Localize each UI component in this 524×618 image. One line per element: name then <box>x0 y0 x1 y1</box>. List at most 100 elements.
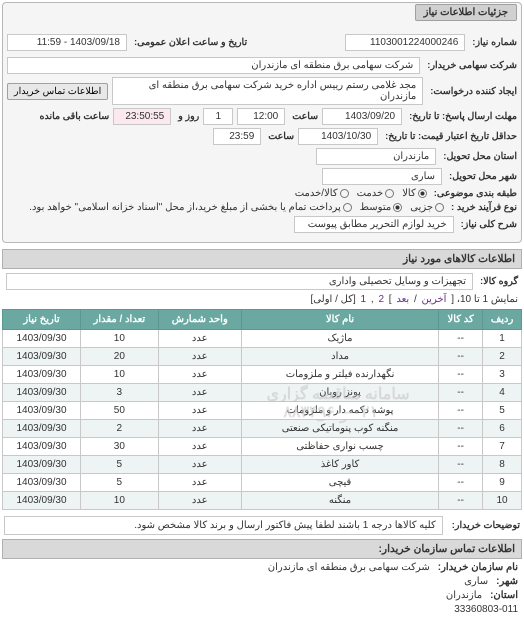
goods-group-value: تجهیزات و وسایل تحصیلی واداری <box>6 273 473 290</box>
table-cell: چسب نواری حفاظتی <box>241 438 438 456</box>
buyer-label: شرکت سهامی خریدار: <box>427 60 517 71</box>
req-no-label: شماره نیاز: <box>472 37 517 48</box>
province-value: مازندران <box>316 148 436 165</box>
subject-radio-group: کالا خدمت کالا/خدمت <box>295 188 427 199</box>
details-panel: جزئیات اطلاعات نیاز شماره نیاز: 11030012… <box>2 2 522 243</box>
requester-label: ایجاد کننده درخواست: <box>430 86 517 97</box>
table-row: 10--منگنهعدد101403/09/30 <box>3 492 522 510</box>
radio-icon <box>340 189 349 198</box>
table-row: 5--پوشه دکمه دار و ملزومات۰۲۱–۸۸۳۴۹۶۰عدد… <box>3 402 522 420</box>
table-cell: -- <box>439 384 483 402</box>
table-cell: عدد <box>158 348 241 366</box>
deadline-label: مهلت ارسال پاسخ: تا تاریخ: <box>409 111 517 122</box>
remain-days: 1 <box>203 108 233 125</box>
req-no-value: 1103001224000246 <box>345 34 465 51</box>
table-cell: پونز روبانسامانه مناقصه گزاری آموندی <box>241 384 438 402</box>
table-body: 1--ماژیکعدد101403/09/302--مدادعدد201403/… <box>3 330 522 510</box>
subject-option-kala[interactable]: کالا <box>402 188 427 199</box>
col-name: نام کالا <box>241 310 438 330</box>
remain-time: 23:50:55 <box>113 108 171 125</box>
table-cell: 10 <box>81 330 159 348</box>
pager-page-1[interactable]: 1 <box>361 294 367 305</box>
remain-days-label: روز و <box>178 111 199 122</box>
org-name-label: نام سازمان خریدار: <box>438 562 518 573</box>
need-title-value: خرید لوازم التحریر مطابق پیوست <box>294 216 454 233</box>
table-cell: عدد <box>158 366 241 384</box>
subject-option-kala-label: کالا <box>402 188 416 199</box>
table-cell: 10 <box>483 492 522 510</box>
table-cell: عدد <box>158 492 241 510</box>
pager-next[interactable]: بعد <box>396 294 409 305</box>
table-header-row: ردیف کد کالا نام کالا واحد شمارش تعداد /… <box>3 310 522 330</box>
table-cell: -- <box>439 366 483 384</box>
col-row: ردیف <box>483 310 522 330</box>
table-cell: 8 <box>483 456 522 474</box>
table-cell: عدد <box>158 438 241 456</box>
table-cell: 7 <box>483 438 522 456</box>
buyer-contact-button[interactable]: اطلاعات تماس خریدار <box>7 83 108 100</box>
table-cell: -- <box>439 456 483 474</box>
province-label: استان محل تحویل: <box>443 151 517 162</box>
table-cell: عدد <box>158 474 241 492</box>
table-cell: 1403/09/30 <box>3 492 81 510</box>
buy-option-minor[interactable]: جزیی <box>410 202 444 213</box>
subject-group-label: طبقه بندی موضوعی: <box>434 188 517 199</box>
table-cell: -- <box>439 420 483 438</box>
announce-value: 1403/09/18 - 11:59 <box>7 34 127 51</box>
org-info-block: نام سازمان خریدار: شرکت سهامی برق منطقه … <box>6 562 518 615</box>
table-row: 8--کاور کاغذعدد51403/09/30 <box>3 456 522 474</box>
table-cell: 6 <box>483 420 522 438</box>
table-cell: کاور کاغذ <box>241 456 438 474</box>
radio-icon <box>435 203 444 212</box>
table-cell: -- <box>439 474 483 492</box>
table-cell: 5 <box>81 456 159 474</box>
pager-page-2[interactable]: 2 <box>378 294 384 305</box>
table-cell: 20 <box>81 348 159 366</box>
org-name-value: شرکت سهامی برق منطقه ای مازندران <box>268 562 430 573</box>
table-cell: 50 <box>81 402 159 420</box>
pager-tail: [کل / اولی] <box>311 294 356 305</box>
table-cell: 1403/09/30 <box>3 366 81 384</box>
table-row: 1--ماژیکعدد101403/09/30 <box>3 330 522 348</box>
requester-value: مجد غلامی رستم رییس اداره خرید شرکت سهام… <box>112 77 423 105</box>
buyer-notes-row: توضیحات خریدار: کلیه کالاها درجه 1 باشند… <box>4 516 520 535</box>
table-cell: 5 <box>483 402 522 420</box>
table-cell: 10 <box>81 492 159 510</box>
org-province-value: مازندران <box>446 590 482 601</box>
table-cell: -- <box>439 438 483 456</box>
buy-option-minor-label: جزیی <box>410 202 433 213</box>
radio-icon <box>343 203 352 212</box>
valid-time-label: ساعت <box>268 131 294 142</box>
buy-option-medium[interactable]: متوسط <box>360 202 402 213</box>
table-cell: عدد <box>158 420 241 438</box>
org-city-value: ساری <box>464 576 488 587</box>
pager-text: نمایش 1 تا 10، [ <box>451 294 518 305</box>
subject-option-both[interactable]: کالا/خدمت <box>295 188 349 199</box>
radio-icon <box>418 189 427 198</box>
pager-last[interactable]: آخرین <box>422 294 447 305</box>
buy-option-treasury[interactable]: پرداخت تمام یا بخشی از مبلغ خرید،از محل … <box>29 202 352 213</box>
table-row: 4--پونز روبانسامانه مناقصه گزاری آموندیع… <box>3 384 522 402</box>
table-cell: -- <box>439 348 483 366</box>
table-cell: 3 <box>483 366 522 384</box>
subject-option-khedmat[interactable]: خدمت <box>357 188 395 199</box>
table-cell: پوشه دکمه دار و ملزومات۰۲۱–۸۸۳۴۹۶۰ <box>241 402 438 420</box>
table-cell: 30 <box>81 438 159 456</box>
valid-date: 1403/10/30 <box>298 128 378 145</box>
pager-comma: , <box>371 294 374 305</box>
org-city-label: شهر: <box>496 576 518 587</box>
table-cell: 9 <box>483 474 522 492</box>
table-cell: 1403/09/30 <box>3 402 81 420</box>
table-row: 9--قیچیعدد51403/09/30 <box>3 474 522 492</box>
table-row: 3--نگهدارنده فیلتر و ملزوماتعدد101403/09… <box>3 366 522 384</box>
panel-title: جزئیات اطلاعات نیاز <box>415 4 517 21</box>
table-cell: قیچی <box>241 474 438 492</box>
col-unit: واحد شمارش <box>158 310 241 330</box>
row-req-and-announce: شماره نیاز: 1103001224000246 تاریخ و ساع… <box>7 31 517 54</box>
table-row: 2--مدادعدد201403/09/30 <box>3 348 522 366</box>
table-cell: منگنه <box>241 492 438 510</box>
table-row: 7--چسب نواری حفاظتیعدد301403/09/30 <box>3 438 522 456</box>
table-cell: ماژیک <box>241 330 438 348</box>
table-cell: 1403/09/30 <box>3 330 81 348</box>
buyer-value: شرکت سهامی برق منطقه ای مازندران <box>7 57 420 74</box>
